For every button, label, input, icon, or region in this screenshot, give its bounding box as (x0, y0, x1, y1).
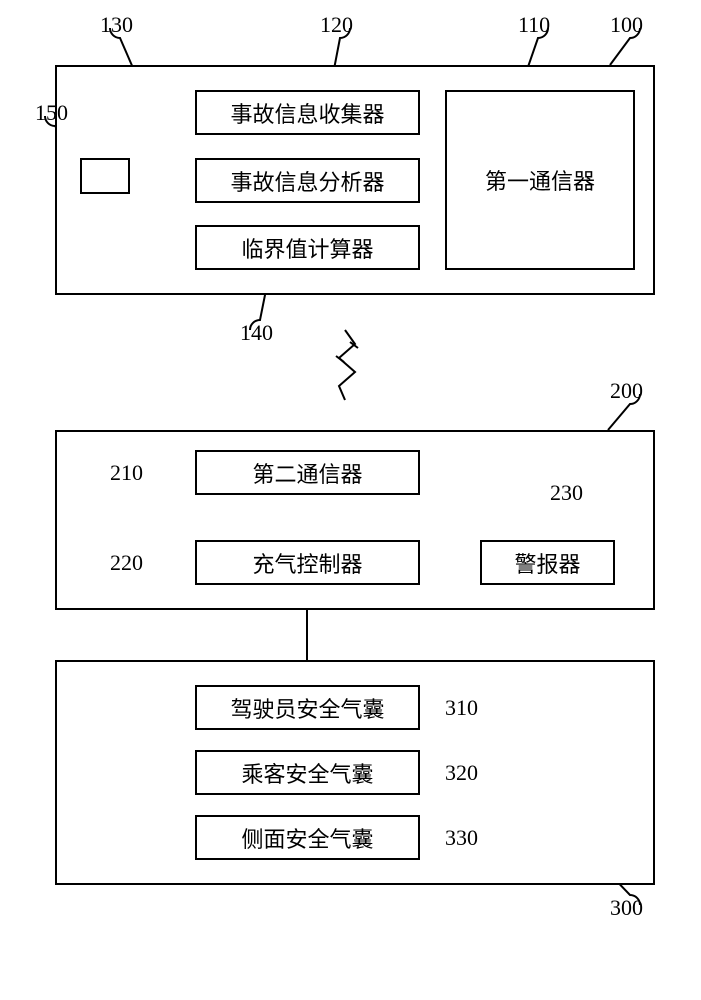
group100-ref: 100 (610, 12, 643, 38)
box310-text: 驾驶员安全气囊 (230, 692, 384, 724)
box130-ref: 130 (100, 12, 133, 38)
box210-ref: 210 (110, 460, 143, 486)
box320-text: 乘客安全气囊 (241, 757, 373, 789)
diagram-canvas: 100 第一通信器 110 事故信息收集器 120 事故信息分析器 130 临界值计算器 140… (0, 0, 701, 1000)
box330-text: 侧面安全气囊 (241, 822, 373, 854)
box220-ref: 220 (110, 550, 143, 576)
box120-ref: 120 (320, 12, 353, 38)
box210-text: 第二通信器 (252, 457, 362, 489)
box120: 事故信息收集器 (195, 90, 420, 135)
box130: 事故信息分析器 (195, 158, 420, 203)
box140-ref: 140 (240, 320, 273, 346)
box150 (80, 158, 130, 194)
box210: 第二通信器 (195, 450, 420, 495)
box230-ref: 230 (550, 480, 583, 506)
group200-ref: 200 (610, 378, 643, 404)
box140: 临界值计算器 (195, 225, 420, 270)
box230: 警报器 (480, 540, 615, 585)
box140-text: 临界值计算器 (241, 232, 373, 264)
box110: 第一通信器 (445, 90, 635, 270)
box330: 侧面安全气囊 (195, 815, 420, 860)
box320-ref: 320 (445, 760, 478, 786)
group300-ref: 300 (610, 895, 643, 921)
box110-ref: 110 (518, 12, 550, 38)
box110-text: 第一通信器 (485, 164, 595, 196)
box320: 乘客安全气囊 (195, 750, 420, 795)
box220: 充气控制器 (195, 540, 420, 585)
box220-text: 充气控制器 (252, 547, 362, 579)
box120-text: 事故信息收集器 (230, 97, 384, 129)
box310: 驾驶员安全气囊 (195, 685, 420, 730)
box230-text: 警报器 (514, 547, 580, 579)
box130-text: 事故信息分析器 (230, 165, 384, 197)
box330-ref: 330 (445, 825, 478, 851)
box310-ref: 310 (445, 695, 478, 721)
box150-ref: 150 (35, 100, 68, 126)
